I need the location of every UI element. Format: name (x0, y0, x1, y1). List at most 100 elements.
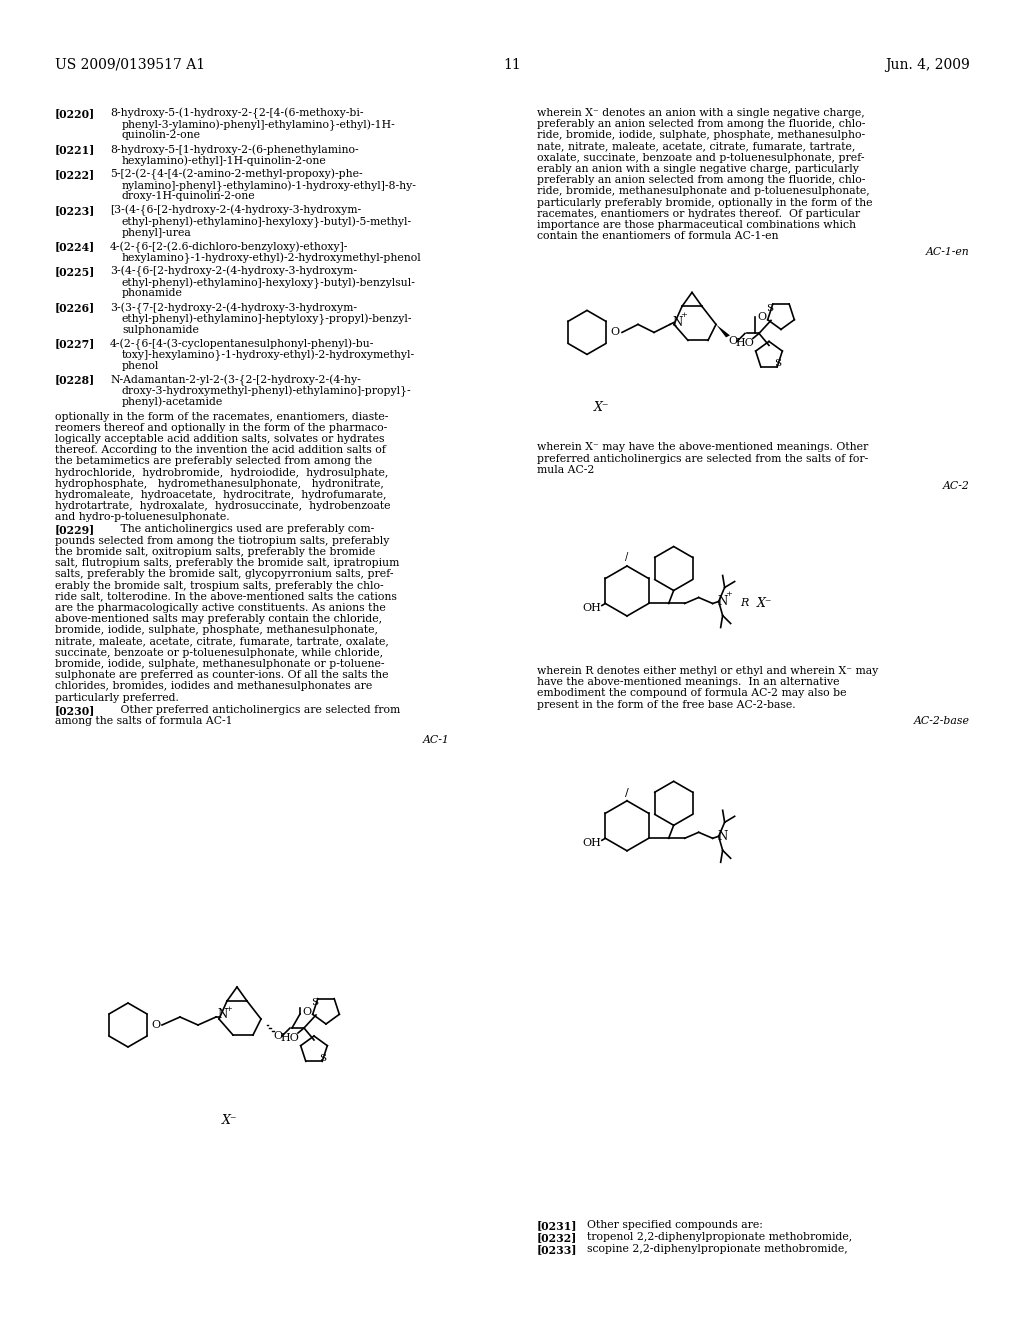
Text: +: + (681, 312, 687, 319)
Text: The anticholinergics used are preferably com-: The anticholinergics used are preferably… (110, 524, 374, 535)
Text: N: N (718, 595, 728, 609)
Text: N: N (673, 315, 683, 329)
Text: salt, flutropium salts, preferably the bromide salt, ipratropium: salt, flutropium salts, preferably the b… (55, 558, 399, 568)
Text: [0221]: [0221] (55, 144, 95, 154)
Text: Other specified compounds are:: Other specified compounds are: (587, 1220, 763, 1230)
Text: embodiment the compound of formula AC-2 may also be: embodiment the compound of formula AC-2 … (537, 689, 847, 698)
Text: S: S (311, 998, 318, 1007)
Text: phonamide: phonamide (122, 289, 183, 298)
Text: Jun. 4, 2009: Jun. 4, 2009 (886, 58, 970, 73)
Text: [0226]: [0226] (55, 302, 95, 313)
Text: +: + (225, 1005, 232, 1012)
Text: [0222]: [0222] (55, 169, 95, 180)
Text: ride salt, tolterodine. In the above-mentioned salts the cations: ride salt, tolterodine. In the above-men… (55, 591, 397, 602)
Text: wherein X⁻ denotes an anion with a single negative charge,: wherein X⁻ denotes an anion with a singl… (537, 108, 864, 117)
Text: bromide, iodide, sulphate, methanesulphonate or p-toluene-: bromide, iodide, sulphate, methanesulpho… (55, 659, 384, 669)
Text: mula AC-2: mula AC-2 (537, 465, 594, 475)
Text: oxalate, succinate, benzoate and p-toluenesulphonate, pref-: oxalate, succinate, benzoate and p-tolue… (537, 153, 864, 162)
Text: AC-1: AC-1 (423, 735, 450, 744)
Text: OH: OH (583, 838, 601, 849)
Text: phenyl]-urea: phenyl]-urea (122, 227, 191, 238)
Text: US 2009/0139517 A1: US 2009/0139517 A1 (55, 58, 205, 73)
Text: N: N (218, 1008, 228, 1022)
Text: succinate, benzoate or p-toluenesulphonate, while chloride,: succinate, benzoate or p-toluenesulphona… (55, 648, 383, 657)
Text: droxy-3-hydroxymethyl-phenyl)-ethylamino]-propyl}-: droxy-3-hydroxymethyl-phenyl)-ethylamino… (122, 385, 412, 397)
Text: present in the form of the free base AC-2-base.: present in the form of the free base AC-… (537, 700, 796, 710)
Text: hexylamino}-1-hydroxy-ethyl)-2-hydroxymethyl-phenol: hexylamino}-1-hydroxy-ethyl)-2-hydroxyme… (122, 252, 422, 264)
Text: [0224]: [0224] (55, 242, 95, 252)
Text: droxy-1H-quinolin-2-one: droxy-1H-quinolin-2-one (122, 191, 256, 202)
Text: X⁻: X⁻ (222, 1114, 238, 1126)
Text: bromide, iodide, sulphate, phosphate, methanesulphonate,: bromide, iodide, sulphate, phosphate, me… (55, 626, 378, 635)
Text: nylamino]-phenyl}-ethylamino)-1-hydroxy-ethyl]-8-hy-: nylamino]-phenyl}-ethylamino)-1-hydroxy-… (122, 181, 417, 191)
Text: are the pharmacologically active constituents. As anions the: are the pharmacologically active constit… (55, 603, 386, 612)
Text: ethyl-phenyl)-ethylamino]-heptyloxy}-propyl)-benzyl-: ethyl-phenyl)-ethylamino]-heptyloxy}-pro… (122, 313, 413, 325)
Text: preferably an anion selected from among the fluoride, chlo-: preferably an anion selected from among … (537, 176, 865, 185)
Text: X⁻: X⁻ (594, 401, 609, 414)
Text: OH: OH (583, 603, 601, 614)
Text: S: S (318, 1053, 326, 1063)
Text: contain the enantiomers of formula AC-1-en: contain the enantiomers of formula AC-1-… (537, 231, 778, 242)
Text: chlorides, bromides, iodides and methanesulphonates are: chlorides, bromides, iodides and methane… (55, 681, 373, 692)
Text: O: O (302, 1007, 311, 1016)
Text: reomers thereof and optionally in the form of the pharmaco-: reomers thereof and optionally in the fo… (55, 422, 387, 433)
Text: salts, preferably the bromide salt, glycopyrronium salts, pref-: salts, preferably the bromide salt, glyc… (55, 569, 393, 579)
Text: thereof. According to the invention the acid addition salts of: thereof. According to the invention the … (55, 445, 386, 455)
Text: 4-(2-{6-[2-(2.6-dichloro-benzyloxy)-ethoxy]-: 4-(2-{6-[2-(2.6-dichloro-benzyloxy)-etho… (110, 242, 348, 252)
Text: have the above-mentioned meanings.  In an alternative: have the above-mentioned meanings. In an… (537, 677, 840, 688)
Text: quinolin-2-one: quinolin-2-one (122, 131, 201, 140)
Text: phenol: phenol (122, 360, 160, 371)
Polygon shape (716, 325, 730, 338)
Text: O: O (152, 1020, 161, 1030)
Text: Other preferred anticholinergics are selected from: Other preferred anticholinergics are sel… (110, 705, 400, 714)
Text: [0223]: [0223] (55, 205, 95, 216)
Text: 5-[2-(2-{4-[4-(2-amino-2-methyl-propoxy)-phe-: 5-[2-(2-{4-[4-(2-amino-2-methyl-propoxy)… (110, 169, 362, 181)
Text: HO: HO (281, 1034, 299, 1043)
Text: sulphonate are preferred as counter-ions. Of all the salts the: sulphonate are preferred as counter-ions… (55, 671, 388, 680)
Text: /: / (626, 552, 629, 562)
Text: O: O (610, 327, 620, 338)
Text: particularly preferred.: particularly preferred. (55, 693, 179, 702)
Text: toxy]-hexylamino}-1-hydroxy-ethyl)-2-hydroxymethyl-: toxy]-hexylamino}-1-hydroxy-ethyl)-2-hyd… (122, 350, 415, 360)
Text: hexylamino)-ethyl]-1H-quinolin-2-one: hexylamino)-ethyl]-1H-quinolin-2-one (122, 156, 327, 166)
Text: [3-(4-{6-[2-hydroxy-2-(4-hydroxy-3-hydroxym-: [3-(4-{6-[2-hydroxy-2-(4-hydroxy-3-hydro… (110, 205, 361, 216)
Text: /: / (625, 788, 629, 797)
Text: 8-hydroxy-5-(1-hydroxy-2-{2-[4-(6-methoxy-bi-: 8-hydroxy-5-(1-hydroxy-2-{2-[4-(6-methox… (110, 108, 364, 119)
Text: wherein R denotes either methyl or ethyl and wherein X⁻ may: wherein R denotes either methyl or ethyl… (537, 667, 879, 676)
Text: HO: HO (735, 338, 755, 348)
Text: nate, nitrate, maleate, acetate, citrate, fumarate, tartrate,: nate, nitrate, maleate, acetate, citrate… (537, 141, 855, 152)
Text: [0225]: [0225] (55, 267, 95, 277)
Text: erably the bromide salt, trospium salts, preferably the chlo-: erably the bromide salt, trospium salts,… (55, 581, 384, 590)
Text: ethyl-phenyl)-ethylamino]-hexyloxy}-butyl)-5-methyl-: ethyl-phenyl)-ethylamino]-hexyloxy}-buty… (122, 216, 412, 227)
Text: O: O (728, 337, 737, 346)
Text: nitrate, maleate, acetate, citrate, fumarate, tartrate, oxalate,: nitrate, maleate, acetate, citrate, fuma… (55, 636, 389, 647)
Text: ride, bromide, methanesulphonate and p-toluenesulphonate,: ride, bromide, methanesulphonate and p-t… (537, 186, 869, 197)
Text: the betamimetics are preferably selected from among the: the betamimetics are preferably selected… (55, 457, 372, 466)
Text: 3-(4-{6-[2-hydroxy-2-(4-hydroxy-3-hydroxym-: 3-(4-{6-[2-hydroxy-2-(4-hydroxy-3-hydrox… (110, 267, 357, 277)
Text: [0220]: [0220] (55, 108, 95, 119)
Text: ride, bromide, iodide, sulphate, phosphate, methanesulpho-: ride, bromide, iodide, sulphate, phospha… (537, 131, 865, 140)
Text: above-mentioned salts may preferably contain the chloride,: above-mentioned salts may preferably con… (55, 614, 382, 624)
Text: [0231]: [0231] (537, 1220, 578, 1232)
Text: tropenol 2,2-diphenylpropionate methobromide,: tropenol 2,2-diphenylpropionate methobro… (587, 1232, 852, 1242)
Text: 8-hydroxy-5-[1-hydroxy-2-(6-phenethylamino-: 8-hydroxy-5-[1-hydroxy-2-(6-phenethylami… (110, 144, 358, 154)
Text: AC-1-en: AC-1-en (927, 247, 970, 257)
Text: [0233]: [0233] (537, 1245, 578, 1255)
Text: [0228]: [0228] (55, 375, 95, 385)
Text: phenyl)-acetamide: phenyl)-acetamide (122, 397, 223, 408)
Text: AC-2-base: AC-2-base (914, 715, 970, 726)
Text: +: + (725, 590, 732, 598)
Text: the bromide salt, oxitropium salts, preferably the bromide: the bromide salt, oxitropium salts, pref… (55, 546, 375, 557)
Text: particularly preferably bromide, optionally in the form of the: particularly preferably bromide, optiona… (537, 198, 872, 207)
Text: [0232]: [0232] (537, 1232, 578, 1243)
Text: X⁻: X⁻ (757, 597, 772, 610)
Text: [0230]: [0230] (55, 705, 95, 715)
Text: O: O (757, 313, 766, 322)
Text: 11: 11 (503, 58, 521, 73)
Text: [0229]: [0229] (55, 524, 95, 536)
Text: N-Adamantan-2-yl-2-(3-{2-[2-hydroxy-2-(4-hy-: N-Adamantan-2-yl-2-(3-{2-[2-hydroxy-2-(4… (110, 375, 360, 385)
Text: 3-(3-{7-[2-hydroxy-2-(4-hydroxy-3-hydroxym-: 3-(3-{7-[2-hydroxy-2-(4-hydroxy-3-hydrox… (110, 302, 357, 314)
Text: hydromaleate,  hydroacetate,  hydrocitrate,  hydrofumarate,: hydromaleate, hydroacetate, hydrocitrate… (55, 490, 386, 500)
Text: O: O (273, 1031, 283, 1041)
Text: wherein X⁻ may have the above-mentioned meanings. Other: wherein X⁻ may have the above-mentioned … (537, 442, 868, 453)
